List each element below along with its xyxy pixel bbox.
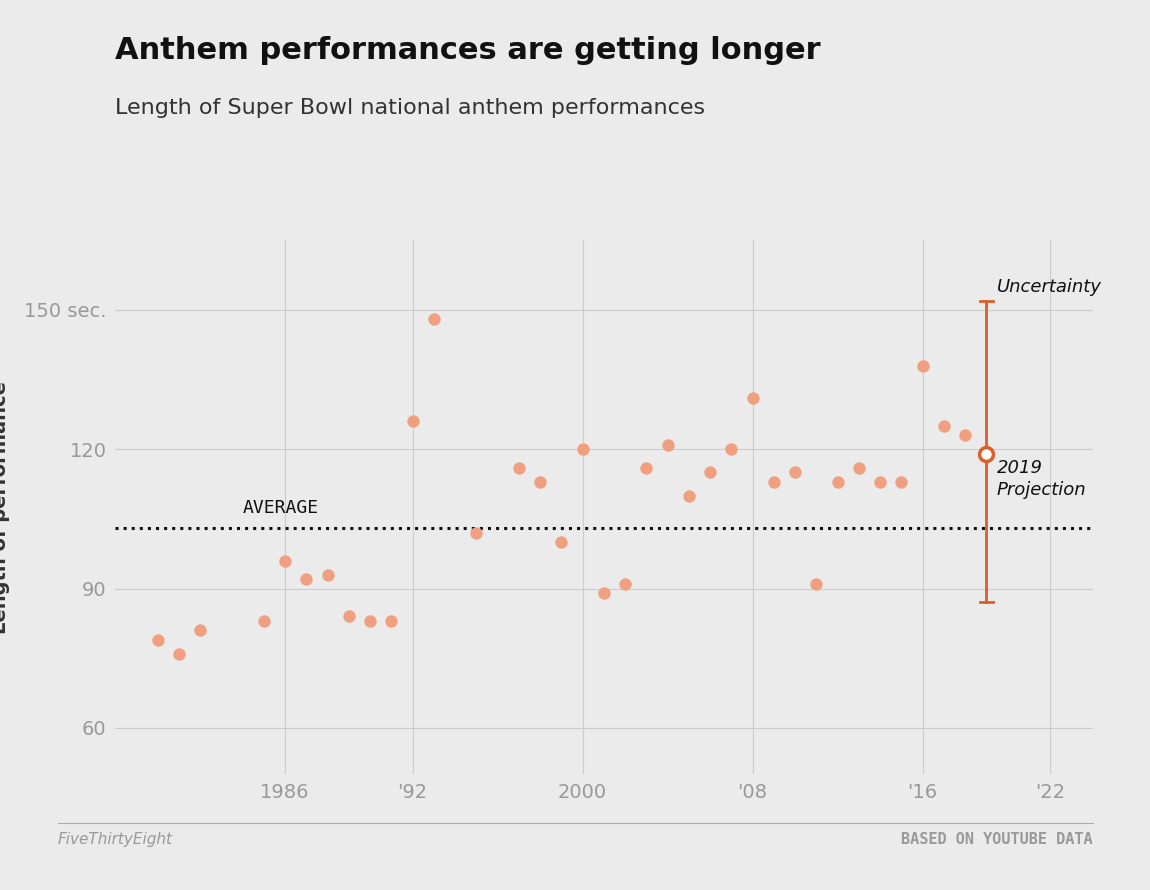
Text: FiveThirtyEight: FiveThirtyEight [58,832,172,847]
Point [765,474,783,489]
Point [191,623,209,637]
Point [467,526,485,540]
Text: BASED ON YOUTUBE DATA: BASED ON YOUTUBE DATA [900,832,1092,847]
Point [785,465,804,480]
Point [743,391,761,405]
Point [637,461,655,475]
Point [722,442,741,457]
Text: 2019
Projection: 2019 Projection [997,458,1087,498]
Point [935,419,953,433]
Point [552,535,570,549]
Point [871,474,889,489]
Point [339,610,358,624]
Point [978,447,996,461]
Text: AVERAGE: AVERAGE [243,498,319,516]
Y-axis label: Length of performance: Length of performance [0,381,10,634]
Point [509,461,528,475]
Point [276,554,294,568]
Point [913,359,932,373]
Point [404,414,422,428]
Point [169,646,187,660]
Point [254,614,273,628]
Point [850,461,868,475]
Point [892,474,911,489]
Point [828,474,846,489]
Point [148,633,167,647]
Point [319,568,337,582]
Point [700,465,719,480]
Point [424,312,443,327]
Point [680,489,698,503]
Point [382,614,400,628]
Point [297,572,315,587]
Point [658,438,676,452]
Point [361,614,380,628]
Point [574,442,592,457]
Text: Length of Super Bowl national anthem performances: Length of Super Bowl national anthem per… [115,98,705,117]
Text: Anthem performances are getting longer: Anthem performances are getting longer [115,36,821,65]
Point [807,577,826,591]
Point [595,587,613,601]
Text: Uncertainty: Uncertainty [997,278,1102,296]
Point [956,428,974,442]
Point [615,577,634,591]
Point [531,474,550,489]
